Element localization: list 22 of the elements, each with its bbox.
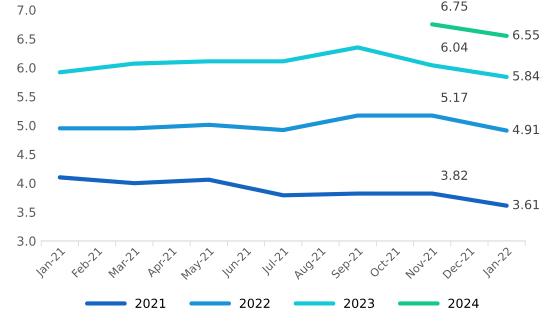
legend-label: 2022	[240, 298, 270, 308]
line-series	[58, 113, 509, 133]
y-tick-label: 6.5	[17, 34, 36, 44]
y-tick-label: 5.5	[17, 92, 36, 102]
y-tick-label: 5.0	[17, 120, 36, 130]
y-tick-label: 3.5	[17, 207, 36, 217]
data-label: 3.61	[513, 200, 539, 210]
y-tick-label: 4.0	[17, 178, 36, 188]
data-label: 6.04	[441, 42, 468, 52]
y-tick-label: 7.0	[18, 5, 36, 15]
data-label: 6.55	[513, 30, 539, 40]
data-label: 5.17	[441, 92, 468, 102]
legend-label: 2023	[344, 298, 374, 308]
y-tick-label: 3.0	[17, 236, 36, 246]
y-tick-label: 4.5	[17, 150, 36, 160]
data-label: 6.75	[441, 1, 468, 11]
data-label: 4.91	[512, 124, 539, 134]
legend-label: 2024	[448, 298, 479, 308]
y-tick-label: 6.0	[17, 63, 36, 73]
data-label: 3.82	[441, 170, 468, 180]
data-label: 5.84	[513, 71, 540, 81]
legend-label: 2021	[136, 298, 166, 308]
